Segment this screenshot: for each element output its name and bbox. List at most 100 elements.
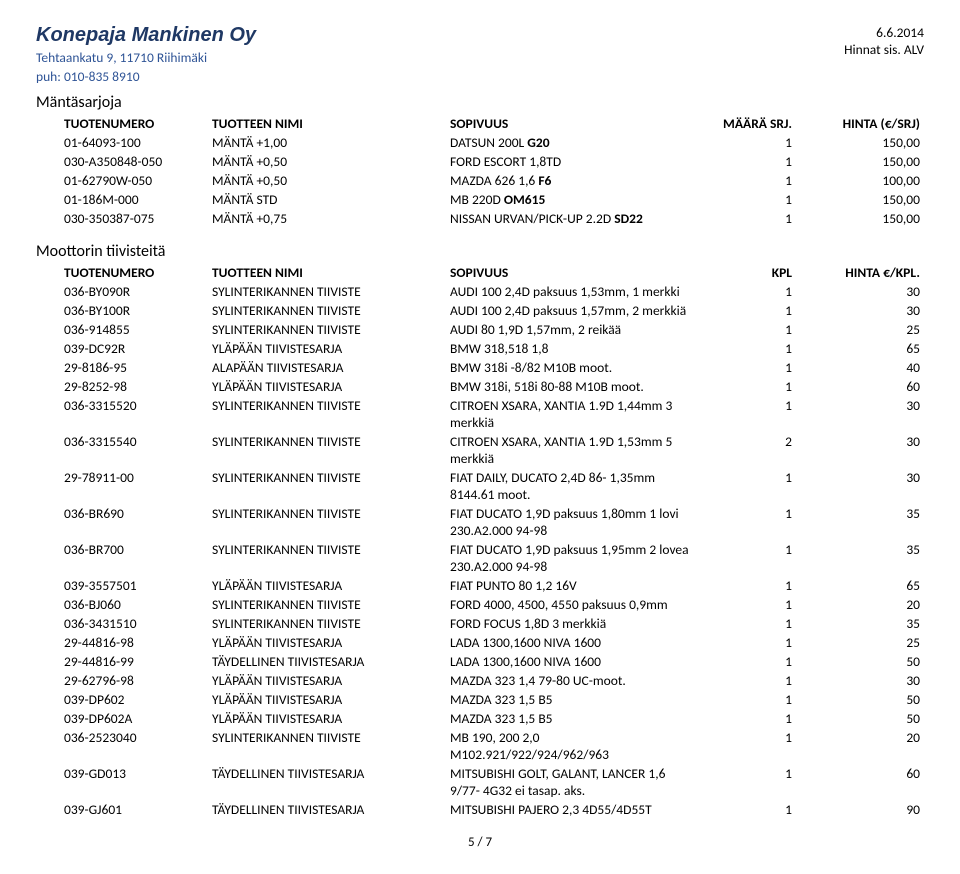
cell-partname: SYLINTERIKANNEN TIIVISTE [208, 301, 446, 320]
cell-qty: 1 [698, 301, 816, 320]
table-row: 29-62796-98YLÄPÄÄN TIIVISTESARJAMAZDA 32… [36, 671, 924, 690]
cell-price: 30 [816, 432, 924, 468]
cell-partname: MÄNTÄ +1,00 [208, 133, 446, 152]
cell-fitment: MITSUBISHI GOLT, GALANT, LANCER 1,6 9/77… [446, 764, 698, 800]
cell-qty: 1 [698, 171, 816, 190]
cell-partnum: 036-BY090R [36, 282, 208, 301]
cell-qty: 1 [698, 671, 816, 690]
company-block: Konepaja Mankinen Oy Tehtaankatu 9, 1171… [36, 24, 256, 87]
cell-partname: YLÄPÄÄN TIIVISTESARJA [208, 690, 446, 709]
cell-price: 50 [816, 690, 924, 709]
cell-price: 20 [816, 595, 924, 614]
cell-partnum: 01-64093-100 [36, 133, 208, 152]
table-row: 036-3431510SYLINTERIKANNEN TIIVISTEFORD … [36, 614, 924, 633]
table-row: 036-BR700SYLINTERIKANNEN TIIVISTEFIAT DU… [36, 540, 924, 576]
table-row: 036-BY090RSYLINTERIKANNEN TIIVISTEAUDI 1… [36, 282, 924, 301]
col-header: TUOTENUMERO [36, 114, 208, 133]
cell-fitment: FORD FOCUS 1,8D 3 merkkiä [446, 614, 698, 633]
cell-price: 150,00 [816, 133, 924, 152]
cell-partname: SYLINTERIKANNEN TIIVISTE [208, 504, 446, 540]
cell-fitment: BMW 318i, 518i 80-88 M10B moot. [446, 377, 698, 396]
cell-qty: 1 [698, 709, 816, 728]
cell-fitment: FIAT PUNTO 80 1,2 16V [446, 576, 698, 595]
section1-title: Mäntäsarjoja [36, 93, 924, 112]
cell-fitment: FIAT DUCATO 1,9D paksuus 1,80mm 1 lovi 2… [446, 504, 698, 540]
cell-fitment: MB 190, 200 2,0 M102.921/922/924/962/963 [446, 728, 698, 764]
cell-partname: MÄNTÄ +0,50 [208, 171, 446, 190]
cell-fitment: FIAT DUCATO 1,9D paksuus 1,95mm 2 lovea … [446, 540, 698, 576]
table-row: 039-DP602AYLÄPÄÄN TIIVISTESARJAMAZDA 323… [36, 709, 924, 728]
cell-partnum: 030-A350848-050 [36, 152, 208, 171]
cell-fitment: FIAT DAILY, DUCATO 2,4D 86- 1,35mm 8144.… [446, 468, 698, 504]
cell-price: 30 [816, 671, 924, 690]
table-row: 030-350387-075MÄNTÄ +0,75NISSAN URVAN/PI… [36, 209, 924, 228]
cell-fitment: MB 220D OM615 [446, 190, 698, 209]
table-row: 039-GJ601TÄYDELLINEN TIIVISTESARJAMITSUB… [36, 800, 924, 819]
page-footer: 5 / 7 [36, 835, 924, 850]
col-header: HINTA €/KPL. [816, 263, 924, 282]
cell-partnum: 036-BR690 [36, 504, 208, 540]
cell-partname: YLÄPÄÄN TIIVISTESARJA [208, 377, 446, 396]
col-header: SOPIVUUS [446, 263, 698, 282]
cell-partname: SYLINTERIKANNEN TIIVISTE [208, 540, 446, 576]
cell-partname: MÄNTÄ STD [208, 190, 446, 209]
col-header: TUOTENUMERO [36, 263, 208, 282]
cell-qty: 1 [698, 576, 816, 595]
cell-qty: 1 [698, 504, 816, 540]
table-row: 039-DP602YLÄPÄÄN TIIVISTESARJAMAZDA 323 … [36, 690, 924, 709]
col-header: TUOTTEEN NIMI [208, 114, 446, 133]
section1-table: TUOTENUMERO TUOTTEEN NIMI SOPIVUUS MÄÄRÄ… [36, 114, 924, 228]
cell-qty: 1 [698, 282, 816, 301]
table-row: 036-2523040SYLINTERIKANNEN TIIVISTEMB 19… [36, 728, 924, 764]
table-row: 036-3315540SYLINTERIKANNEN TIIVISTECITRO… [36, 432, 924, 468]
cell-qty: 1 [698, 540, 816, 576]
cell-partnum: 29-44816-98 [36, 633, 208, 652]
cell-partname: SYLINTERIKANNEN TIIVISTE [208, 432, 446, 468]
cell-partnum: 036-3315540 [36, 432, 208, 468]
cell-partname: SYLINTERIKANNEN TIIVISTE [208, 282, 446, 301]
table-row: 036-BR690SYLINTERIKANNEN TIIVISTEFIAT DU… [36, 504, 924, 540]
header-right: 6.6.2014 Hinnat sis. ALV [844, 24, 924, 58]
cell-qty: 1 [698, 396, 816, 432]
cell-fitment: MAZDA 323 1,4 79-80 UC-moot. [446, 671, 698, 690]
cell-price: 50 [816, 709, 924, 728]
cell-qty: 1 [698, 614, 816, 633]
cell-qty: 1 [698, 190, 816, 209]
cell-partnum: 030-350387-075 [36, 209, 208, 228]
cell-qty: 1 [698, 468, 816, 504]
cell-qty: 1 [698, 690, 816, 709]
cell-fitment: MAZDA 323 1,5 B5 [446, 690, 698, 709]
cell-partnum: 039-DP602 [36, 690, 208, 709]
cell-qty: 1 [698, 595, 816, 614]
section2-title: Moottorin tiivisteitä [36, 242, 924, 261]
cell-fitment: MAZDA 626 1,6 F6 [446, 171, 698, 190]
cell-price: 30 [816, 468, 924, 504]
cell-fitment: FORD ESCORT 1,8TD [446, 152, 698, 171]
cell-partnum: 29-78911-00 [36, 468, 208, 504]
cell-partname: SYLINTERIKANNEN TIIVISTE [208, 468, 446, 504]
table-row: 29-8186-95ALAPÄÄN TIIVISTESARJABMW 318i … [36, 358, 924, 377]
cell-price: 25 [816, 320, 924, 339]
cell-partname: TÄYDELLINEN TIIVISTESARJA [208, 764, 446, 800]
cell-partnum: 036-BR700 [36, 540, 208, 576]
cell-partnum: 039-3557501 [36, 576, 208, 595]
cell-price: 150,00 [816, 152, 924, 171]
company-address: Tehtaankatu 9, 11710 Riihimäki [36, 49, 256, 66]
table-row: 29-44816-98YLÄPÄÄN TIIVISTESARJALADA 130… [36, 633, 924, 652]
cell-partnum: 01-186M-000 [36, 190, 208, 209]
cell-partnum: 036-2523040 [36, 728, 208, 764]
table-row: 036-3315520SYLINTERIKANNEN TIIVISTECITRO… [36, 396, 924, 432]
table-row: 29-8252-98YLÄPÄÄN TIIVISTESARJABMW 318i,… [36, 377, 924, 396]
cell-fitment: BMW 318i -8/82 M10B moot. [446, 358, 698, 377]
company-name: Konepaja Mankinen Oy [36, 24, 256, 47]
cell-qty: 1 [698, 633, 816, 652]
cell-price: 60 [816, 764, 924, 800]
section2-table: TUOTENUMERO TUOTTEEN NIMI SOPIVUUS KPL H… [36, 263, 924, 819]
cell-partnum: 036-BJ060 [36, 595, 208, 614]
cell-partnum: 036-3315520 [36, 396, 208, 432]
cell-partname: YLÄPÄÄN TIIVISTESARJA [208, 633, 446, 652]
cell-partname: YLÄPÄÄN TIIVISTESARJA [208, 339, 446, 358]
cell-price: 50 [816, 652, 924, 671]
col-header: MÄÄRÄ SRJ. [698, 114, 816, 133]
cell-partnum: 036-3431510 [36, 614, 208, 633]
